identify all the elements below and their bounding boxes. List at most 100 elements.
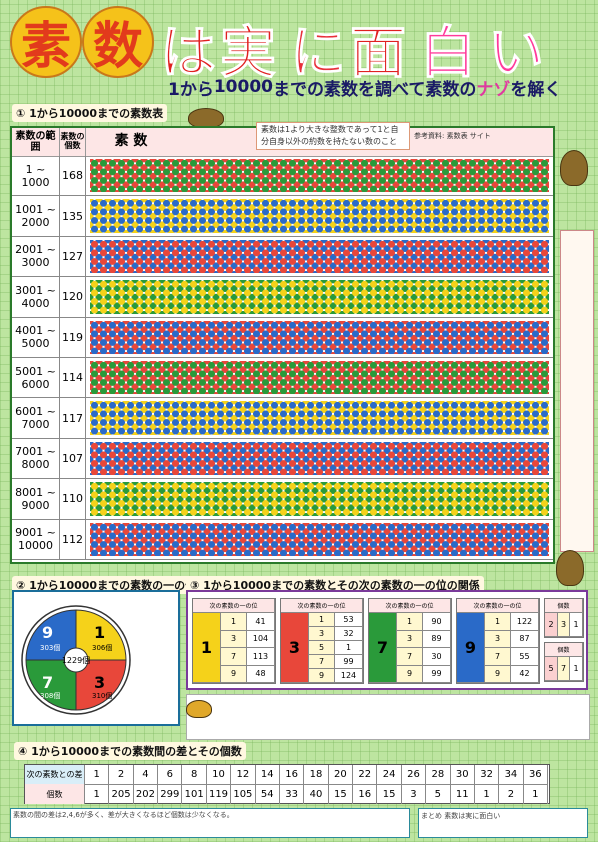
table-row: 5001 ~ 6000 114 bbox=[12, 358, 553, 399]
next-digit-cell: 7 bbox=[558, 657, 570, 681]
next-digit-cell: 1 bbox=[397, 613, 423, 631]
pie-count-7: 308個 bbox=[40, 691, 60, 700]
title-char-6: 面 bbox=[350, 20, 407, 87]
count-cell: 112 bbox=[60, 519, 86, 559]
gap-count-cell: 5 bbox=[426, 784, 451, 804]
digit-pie-chart: 1229個 1 306個 3 310個 7 308個 9 303個 bbox=[21, 605, 131, 715]
gap-count-cell: 105 bbox=[231, 784, 256, 804]
header-range: 素数の範囲 bbox=[12, 128, 60, 156]
title-char-1: 素 bbox=[10, 6, 82, 78]
relation-digit: 5 bbox=[545, 657, 558, 681]
relation-header: 次の素数の一の位 bbox=[193, 599, 275, 613]
gap-value-cell: 28 bbox=[426, 765, 451, 785]
side-notes bbox=[560, 230, 594, 552]
summary-box: まとめ 素数は実に面白い bbox=[418, 808, 588, 838]
count-cell: 114 bbox=[60, 358, 86, 398]
gap-count-cell: 3 bbox=[402, 784, 427, 804]
pie-slice-1 bbox=[75, 609, 127, 661]
cicada-icon bbox=[188, 108, 224, 128]
table-row: 8001 ~ 9000 110 bbox=[12, 479, 553, 520]
pie-digit-3: 3 bbox=[94, 673, 105, 692]
subtitle-part-e: を解く bbox=[510, 79, 562, 100]
title-char-3: は bbox=[160, 20, 217, 87]
digit-relation-table: 7 次の素数の一の位 1 90 3 89 7 30 9 99 bbox=[368, 598, 452, 684]
gap-count-cell: 15 bbox=[377, 784, 402, 804]
gap-count-cell: 1 bbox=[85, 784, 110, 804]
next-digit-cell: 5 bbox=[309, 641, 335, 655]
prime-dots bbox=[90, 522, 549, 556]
relation-count-cell: 87 bbox=[511, 630, 539, 648]
gap-count-cell: 101 bbox=[182, 784, 207, 804]
relation-header: 次の素数の一の位 bbox=[457, 599, 539, 613]
next-digit-cell: 7 bbox=[485, 648, 511, 666]
section2-notes bbox=[136, 602, 178, 712]
count-cell: 120 bbox=[60, 277, 86, 317]
gap-count-cell: 205 bbox=[109, 784, 134, 804]
digit-circle-panel: 1229個 1 306個 3 310個 7 308個 9 303個 bbox=[12, 590, 180, 726]
range-cell: 2001 ~ 3000 bbox=[12, 236, 60, 277]
relation-count-cell: 99 bbox=[335, 655, 363, 669]
gap-value-cell: 34 bbox=[499, 765, 524, 785]
relation-count-cell: 55 bbox=[511, 648, 539, 666]
relation-digit: 7 bbox=[369, 613, 397, 683]
relation-header: 次の素数の一の位 bbox=[369, 599, 451, 613]
digit-relation-table: 個数 5 7 1 bbox=[544, 642, 584, 682]
gap-value-cell: 12 bbox=[231, 765, 256, 785]
gap-count-cell: 15 bbox=[329, 784, 354, 804]
relation-count-cell: 48 bbox=[247, 665, 275, 683]
pie-digit-7: 7 bbox=[42, 673, 53, 692]
prime-dots bbox=[90, 361, 549, 395]
relation-header: 個数 bbox=[545, 599, 583, 613]
relation-count-cell: 124 bbox=[335, 669, 363, 683]
relation-digit: 9 bbox=[457, 613, 485, 683]
section4-label: ④ 1から10000までの素数間の差とその個数 bbox=[14, 742, 246, 760]
relation-count-cell: 99 bbox=[423, 665, 451, 683]
next-digit-cell: 9 bbox=[309, 669, 335, 683]
gap-count-cell: 299 bbox=[158, 784, 183, 804]
header-primes: 素 数 bbox=[114, 133, 148, 150]
gap-value-cell: 30 bbox=[450, 765, 475, 785]
gap-value-cell: 2 bbox=[109, 765, 134, 785]
next-digit-cell: 1 bbox=[485, 613, 511, 631]
next-digit-cell: 7 bbox=[397, 648, 423, 666]
range-cell: 1001 ~ 2000 bbox=[12, 196, 60, 236]
gap-value-cell: 18 bbox=[304, 765, 329, 785]
gap-count-cell: 54 bbox=[256, 784, 280, 804]
subtitle-part-c: までの素数を調べて素数の bbox=[273, 79, 477, 100]
title-char-8: い bbox=[488, 20, 545, 87]
digit-relation-table: 9 次の素数の一の位 1 122 3 87 7 55 9 42 bbox=[456, 598, 540, 684]
next-digit-cell: 9 bbox=[485, 665, 511, 683]
prime-dots bbox=[90, 239, 549, 274]
relation-header: 次の素数の一の位 bbox=[281, 599, 363, 613]
range-cell: 5001 ~ 6000 bbox=[12, 358, 60, 398]
prime-dots bbox=[90, 199, 549, 233]
gap-count-cell: 16 bbox=[353, 784, 378, 804]
relation-count-cell: 41 bbox=[247, 613, 275, 631]
gap-count-cell: 2 bbox=[499, 784, 524, 804]
gap-value-cell: 36 bbox=[523, 765, 548, 785]
gap-value-cell: 32 bbox=[474, 765, 500, 785]
next-digit-cell: 3 bbox=[558, 613, 570, 637]
count-cell: 127 bbox=[60, 236, 86, 277]
gap-value-cell: 14 bbox=[255, 765, 280, 785]
table-row: 9001 ~ 10000 112 bbox=[12, 519, 553, 560]
relation-digit: 1 bbox=[193, 613, 221, 683]
digit-relation-table: 1 次の素数の一の位 1 41 3 104 7 113 9 48 bbox=[192, 598, 276, 684]
section1-label: ① 1から10000までの素数表 bbox=[12, 104, 168, 122]
relation-count-cell: 1 bbox=[335, 641, 363, 655]
next-digit-cell: 3 bbox=[485, 630, 511, 648]
conclusion-text: 素数の間の差は2,4,6が多く、差が大きくなるほど個数は少なくなる。 bbox=[10, 808, 410, 838]
gap-value-cell: 10 bbox=[206, 765, 232, 785]
relation-count-cell: 90 bbox=[423, 613, 451, 631]
prime-dots bbox=[90, 320, 549, 354]
relation-count-cell: 42 bbox=[511, 665, 539, 683]
gap-row-label: 次の素数との差 bbox=[25, 765, 85, 785]
range-cell: 6001 ~ 7000 bbox=[12, 398, 60, 438]
table-row: 2001 ~ 3000 127 bbox=[12, 236, 553, 278]
prime-definition-note: 素数は1より大きな整数であって1と自分自身以外の約数を持たない数のこと bbox=[256, 122, 410, 150]
count-cell: 110 bbox=[60, 479, 86, 519]
title-char-4: 実 bbox=[220, 20, 277, 87]
next-digit-cell: 7 bbox=[221, 648, 247, 666]
relation-count-cell: 1 bbox=[570, 657, 583, 681]
relation-count-cell: 122 bbox=[511, 613, 539, 631]
